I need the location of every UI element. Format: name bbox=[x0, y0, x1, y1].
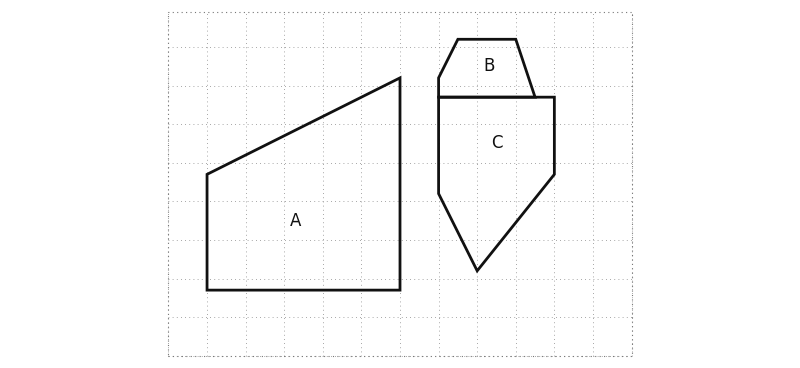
Text: A: A bbox=[290, 212, 302, 230]
Text: C: C bbox=[490, 134, 502, 152]
Text: B: B bbox=[483, 57, 494, 75]
